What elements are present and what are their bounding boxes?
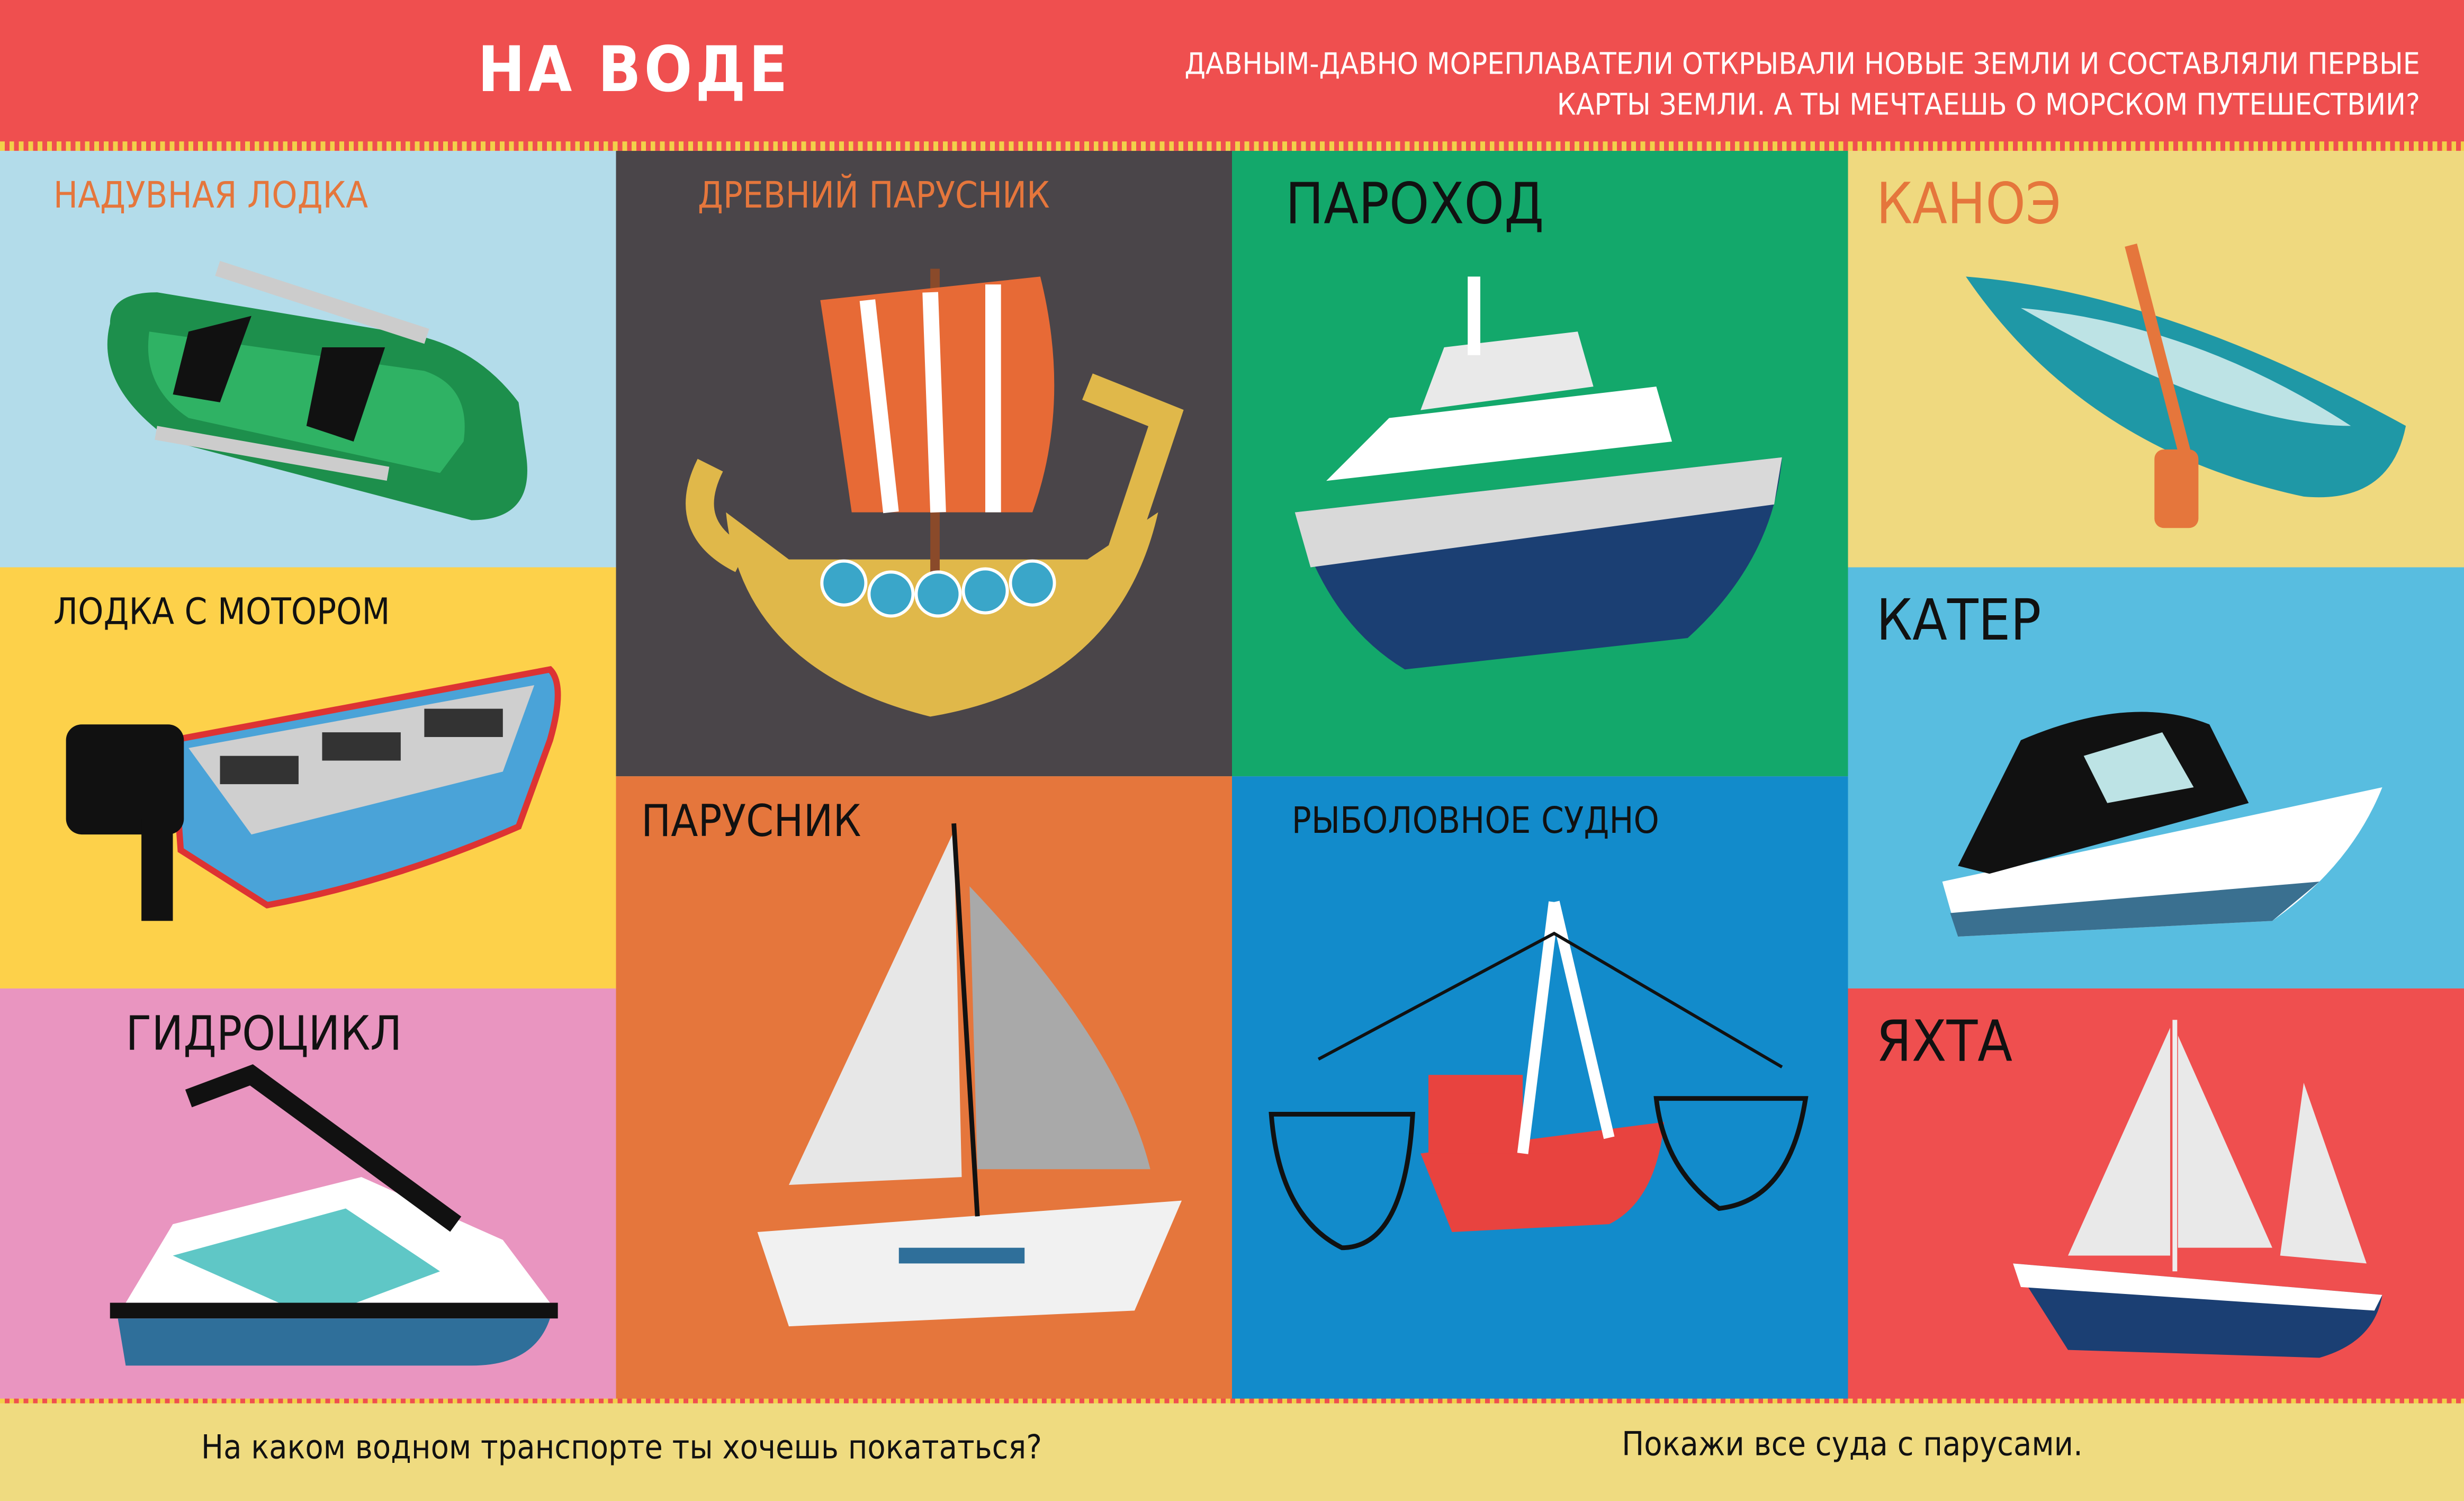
tile-inflatable-boat: НАДУВНАЯ ЛОДКА: [0, 150, 616, 568]
viking-ship-icon: [686, 268, 1184, 717]
motor-boat-icon: [66, 666, 561, 921]
tile-label: НАДУВНАЯ ЛОДКА: [53, 176, 368, 217]
question-right: Покажи все суда с парусами.: [1622, 1425, 2083, 1463]
inflatable-boat-icon: [107, 260, 527, 520]
steamship-icon: [1294, 276, 1782, 670]
question-left: На каком водном транспорте ты хочешь пок…: [201, 1428, 1042, 1467]
tile-label: ДРЕВНИЙ ПАРУСНИК: [697, 176, 1050, 217]
jet-ski-icon: [110, 1064, 558, 1366]
tile-canoe: КАНОЭ: [1848, 150, 2464, 568]
tile-label: ПАРОХОД: [1285, 173, 1544, 238]
tile-sailboat: ПАРУСНИК: [616, 776, 1232, 1405]
page-title: НА ВОДЕ: [478, 34, 791, 107]
footer: На каком водном транспорте ты хочешь пок…: [0, 1403, 2464, 1501]
top-zigzag-border: [0, 141, 2464, 151]
yacht-icon: [2013, 1020, 2382, 1358]
tile-label: ЛОДКА С МОТОРОМ: [53, 592, 390, 634]
canoe-icon: [1966, 244, 2406, 528]
fishing-vessel-icon: [1269, 901, 1809, 1251]
header: НА ВОДЕ ДАВНЫМ-ДАВНО МОРЕПЛАВАТЕЛИ ОТКРЫ…: [0, 0, 2464, 145]
tile-yacht: ЯХТА: [1848, 988, 2464, 1405]
sailboat-icon: [757, 823, 1182, 1327]
tile-fishing-vessel: РЫБОЛОВНОЕ СУДНО: [1231, 776, 1848, 1405]
tile-viking-ship: ДРЕВНИЙ ПАРУСНИК: [616, 150, 1232, 777]
tile-steamship: ПАРОХОД: [1231, 150, 1848, 777]
tile-label: ЯХТА: [1876, 1010, 2012, 1075]
tile-label: КАНОЭ: [1876, 173, 2062, 238]
tile-motor-cutter: КАТЕР: [1848, 567, 2464, 988]
motor-cutter-icon: [1942, 712, 2382, 937]
tile-jet-ski: ГИДРОЦИКЛ: [0, 988, 616, 1405]
tile-label: ПАРУСНИК: [641, 795, 861, 847]
tile-label: КАТЕР: [1876, 589, 2042, 654]
tile-label: ГИДРОЦИКЛ: [125, 1007, 402, 1063]
tile-motor-boat: ЛОДКА С МОТОРОМ: [0, 567, 616, 988]
intro-text: ДАВНЫМ-ДАВНО МОРЕПЛАВАТЕЛИ ОТКРЫВАЛИ НОВ…: [1184, 47, 2420, 123]
tile-label: РЫБОЛОВНОЕ СУДНО: [1291, 801, 1659, 842]
